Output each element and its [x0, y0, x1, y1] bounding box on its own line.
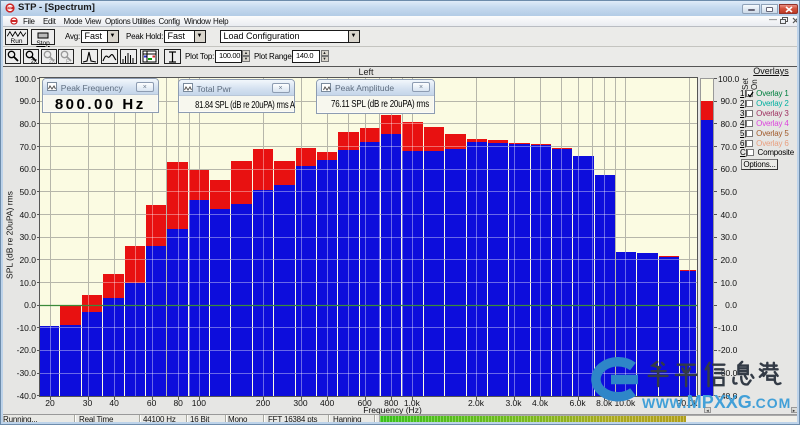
- svg-text:STP: STP: [7, 6, 12, 10]
- svg-text:F: F: [66, 59, 69, 64]
- svg-text:2X: 2X: [31, 59, 38, 64]
- svg-text:2X: 2X: [49, 59, 56, 64]
